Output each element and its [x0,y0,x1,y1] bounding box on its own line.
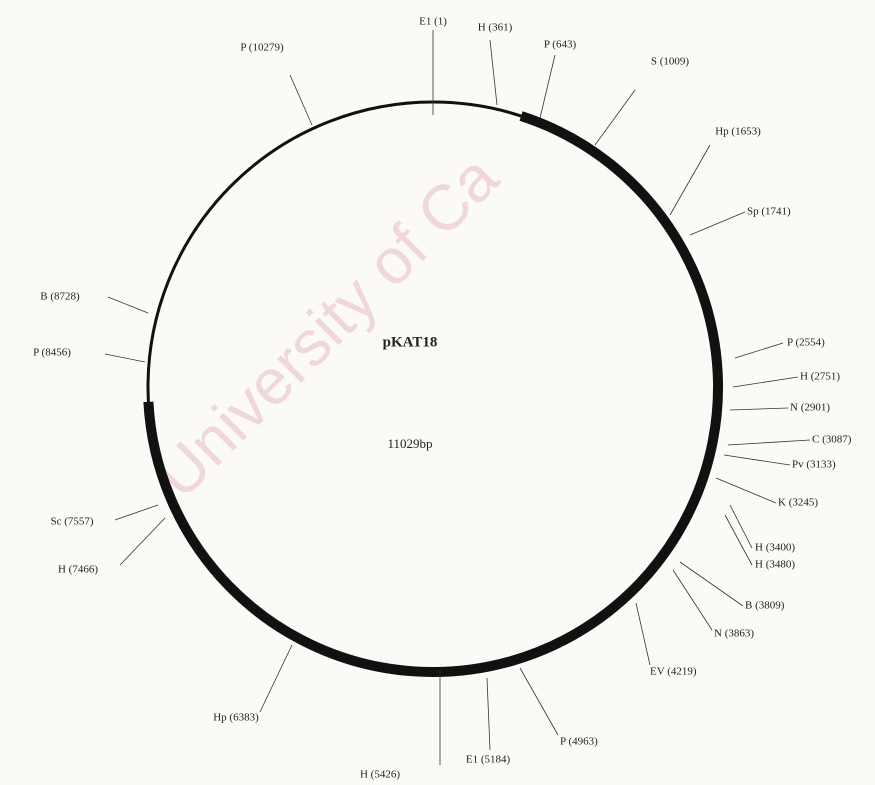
site-label: Hp (1653) [715,126,761,138]
plasmid-name: pKAT18 [383,334,438,350]
site-label: K (3245) [778,497,818,509]
insert-arc [143,111,723,677]
site-label: Sc (7557) [50,516,93,528]
site-label: EV (4219) [650,666,697,678]
site-leader [594,89,636,146]
site-label: E1 (1) [419,16,447,28]
site-leader [689,211,746,236]
site-leader [114,504,159,521]
site-leader [107,296,149,314]
site-label: H (2751) [800,371,840,383]
site-label: N (3863) [714,628,754,640]
site-label: S (1009) [651,56,690,68]
site-leader [729,504,753,549]
site-label: P (4963) [560,736,598,748]
site-label: P (643) [544,39,577,51]
site-leader [672,569,713,631]
site-label: H (5426) [360,769,400,781]
site-leader [669,144,711,216]
site-label: E1 (5184) [466,754,511,766]
site-label: P (10279) [240,42,284,54]
site-leader [259,644,293,713]
site-leader [724,514,753,566]
site-leader [519,667,559,736]
site-label: Pv (3133) [792,459,836,471]
site-label: B (8728) [40,291,80,303]
site-label: P (8456) [33,347,71,359]
site-label: Sp (1741) [747,206,791,218]
site-label: C (3087) [812,434,852,446]
site-label: H (361) [478,22,513,34]
site-leader [119,517,166,566]
watermark: University of Ca [141,141,512,512]
site-label: H (3480) [755,559,795,571]
site-leader [729,407,789,411]
site-leader [723,454,791,466]
site-leader [635,602,651,666]
site-label: H (3400) [755,542,795,554]
site-leader [539,54,556,119]
site-leader [486,677,491,751]
site-label: P (2554) [787,337,825,349]
site-label: B (3809) [745,600,785,612]
site-leader [679,561,744,607]
site-leader [727,439,811,446]
site-leader [104,353,146,363]
site-leader [715,477,777,504]
site-leader [732,376,799,388]
site-label: Hp (6383) [213,712,259,724]
site-leader [734,342,784,359]
site-label: H (7466) [58,564,98,576]
site-label: N (2901) [790,402,830,414]
site-leader [289,74,313,126]
site-leader [489,39,498,106]
plasmid-size: 11029bp [387,436,432,451]
